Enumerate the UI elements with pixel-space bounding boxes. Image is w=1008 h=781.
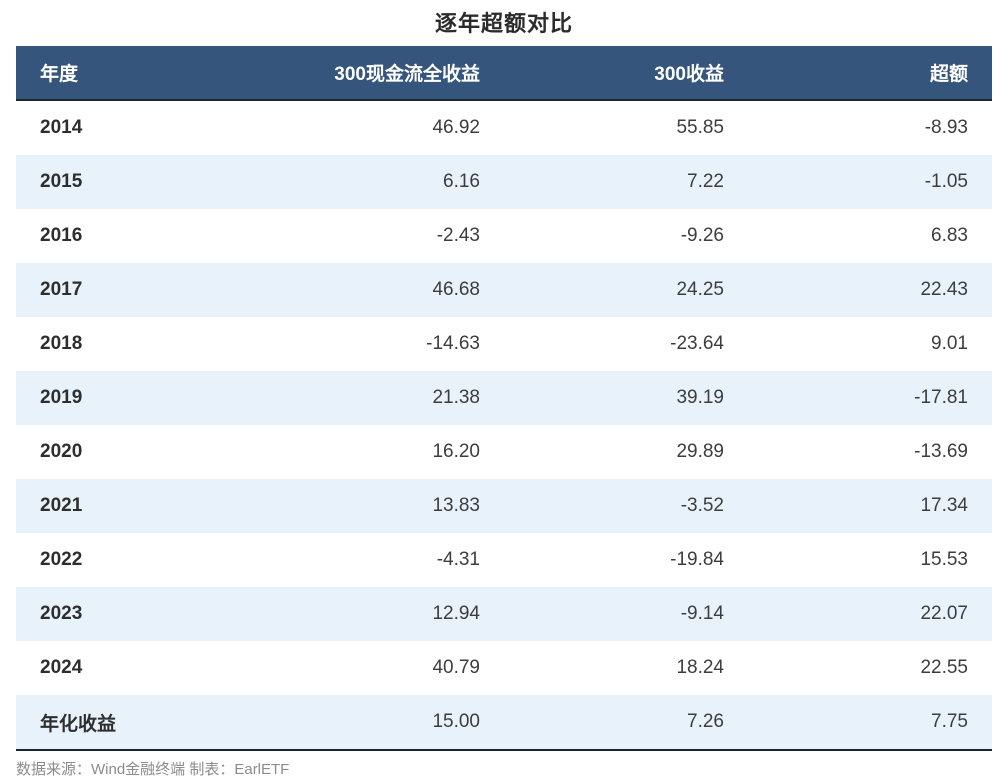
table-row: 2023 12.94 -9.14 22.07 [16, 587, 992, 641]
index-value-cell: 29.89 [676, 441, 724, 462]
cashflow-value-cell: 12.94 [432, 603, 480, 624]
year-cell: 2016 [40, 225, 83, 246]
page-title: 逐年超额对比 [434, 11, 573, 36]
cashflow-value-cell: 13.83 [432, 495, 480, 516]
table-row: 2019 21.38 39.19 -17.81 [16, 371, 992, 425]
excess-value-cell: 22.55 [920, 657, 968, 678]
source-note: 数据来源：Wind金融终端 制表：EarlETF [16, 761, 290, 778]
index-value-cell: -9.14 [680, 603, 724, 624]
table-row: 2024 40.79 18.24 22.55 [16, 641, 992, 695]
cashflow-value-cell: 15.00 [260, 695, 504, 751]
index-value-cell: 18.24 [676, 657, 724, 678]
year-cell: 2018 [40, 333, 83, 354]
cashflow-value-cell: -14.63 [426, 333, 480, 354]
index-value-cell: -23.64 [670, 333, 724, 354]
table-row: 2017 46.68 24.25 22.43 [16, 263, 992, 317]
year-cell: 2015 [40, 171, 83, 192]
year-cell: 2020 [40, 441, 83, 462]
table-row: 2022 -4.31 -19.84 15.53 [16, 533, 992, 587]
excess-value-cell: 22.43 [920, 279, 968, 300]
year-cell: 2021 [40, 495, 83, 516]
excess-comparison-table: 年度 300现金流全收益 300收益 超额 2014 46.92 55.85 -… [16, 46, 992, 751]
excess-value-cell: -1.05 [924, 171, 968, 192]
cashflow-value-cell: -4.31 [436, 549, 480, 570]
excess-value-cell: -13.69 [914, 441, 968, 462]
index-value-cell: 39.19 [676, 387, 724, 408]
year-cell: 2017 [40, 279, 83, 300]
table-row: 2015 6.16 7.22 -1.05 [16, 155, 992, 209]
excess-value-cell: 7.75 [748, 695, 992, 751]
col-header-index: 300收益 [504, 46, 748, 101]
excess-value-cell: -17.81 [914, 387, 968, 408]
index-value-cell: 7.22 [687, 171, 724, 192]
table-row: 2021 13.83 -3.52 17.34 [16, 479, 992, 533]
table-row: 2020 16.20 29.89 -13.69 [16, 425, 992, 479]
year-cell: 年化收益 [16, 695, 260, 751]
index-value-cell: -3.52 [680, 495, 724, 516]
year-cell: 2024 [40, 657, 83, 678]
index-value-cell: 7.26 [504, 695, 748, 751]
excess-value-cell: 17.34 [920, 495, 968, 516]
cashflow-value-cell: 46.68 [432, 279, 480, 300]
col-header-excess: 超额 [748, 46, 992, 101]
index-value-cell: -19.84 [670, 549, 724, 570]
table-row: 2018 -14.63 -23.64 9.01 [16, 317, 992, 371]
year-cell: 2023 [40, 603, 83, 624]
excess-value-cell: 15.53 [920, 549, 968, 570]
table-row: 2016 -2.43 -9.26 6.83 [16, 209, 992, 263]
index-value-cell: 55.85 [676, 117, 724, 138]
table-row-annualized: 年化收益 15.00 7.26 7.75 [16, 695, 992, 751]
cashflow-value-cell: 16.20 [432, 441, 480, 462]
cashflow-value-cell: 40.79 [432, 657, 480, 678]
excess-value-cell: -8.93 [924, 117, 968, 138]
table-header-row: 年度 300现金流全收益 300收益 超额 [16, 46, 992, 101]
cashflow-value-cell: 21.38 [432, 387, 480, 408]
year-cell: 2019 [40, 387, 83, 408]
excess-value-cell: 22.07 [920, 603, 968, 624]
excess-value-cell: 6.83 [931, 225, 968, 246]
col-header-year: 年度 [16, 46, 260, 101]
excess-value-cell: 9.01 [931, 333, 968, 354]
year-cell: 2014 [40, 117, 83, 138]
index-value-cell: -9.26 [680, 225, 724, 246]
table-row: 2014 46.92 55.85 -8.93 [16, 100, 992, 155]
col-header-cashflow: 300现金流全收益 [260, 46, 504, 101]
index-value-cell: 24.25 [676, 279, 724, 300]
cashflow-value-cell: 46.92 [432, 117, 480, 138]
year-cell: 2022 [40, 549, 83, 570]
cashflow-value-cell: 6.16 [443, 171, 480, 192]
cashflow-value-cell: -2.43 [436, 225, 480, 246]
